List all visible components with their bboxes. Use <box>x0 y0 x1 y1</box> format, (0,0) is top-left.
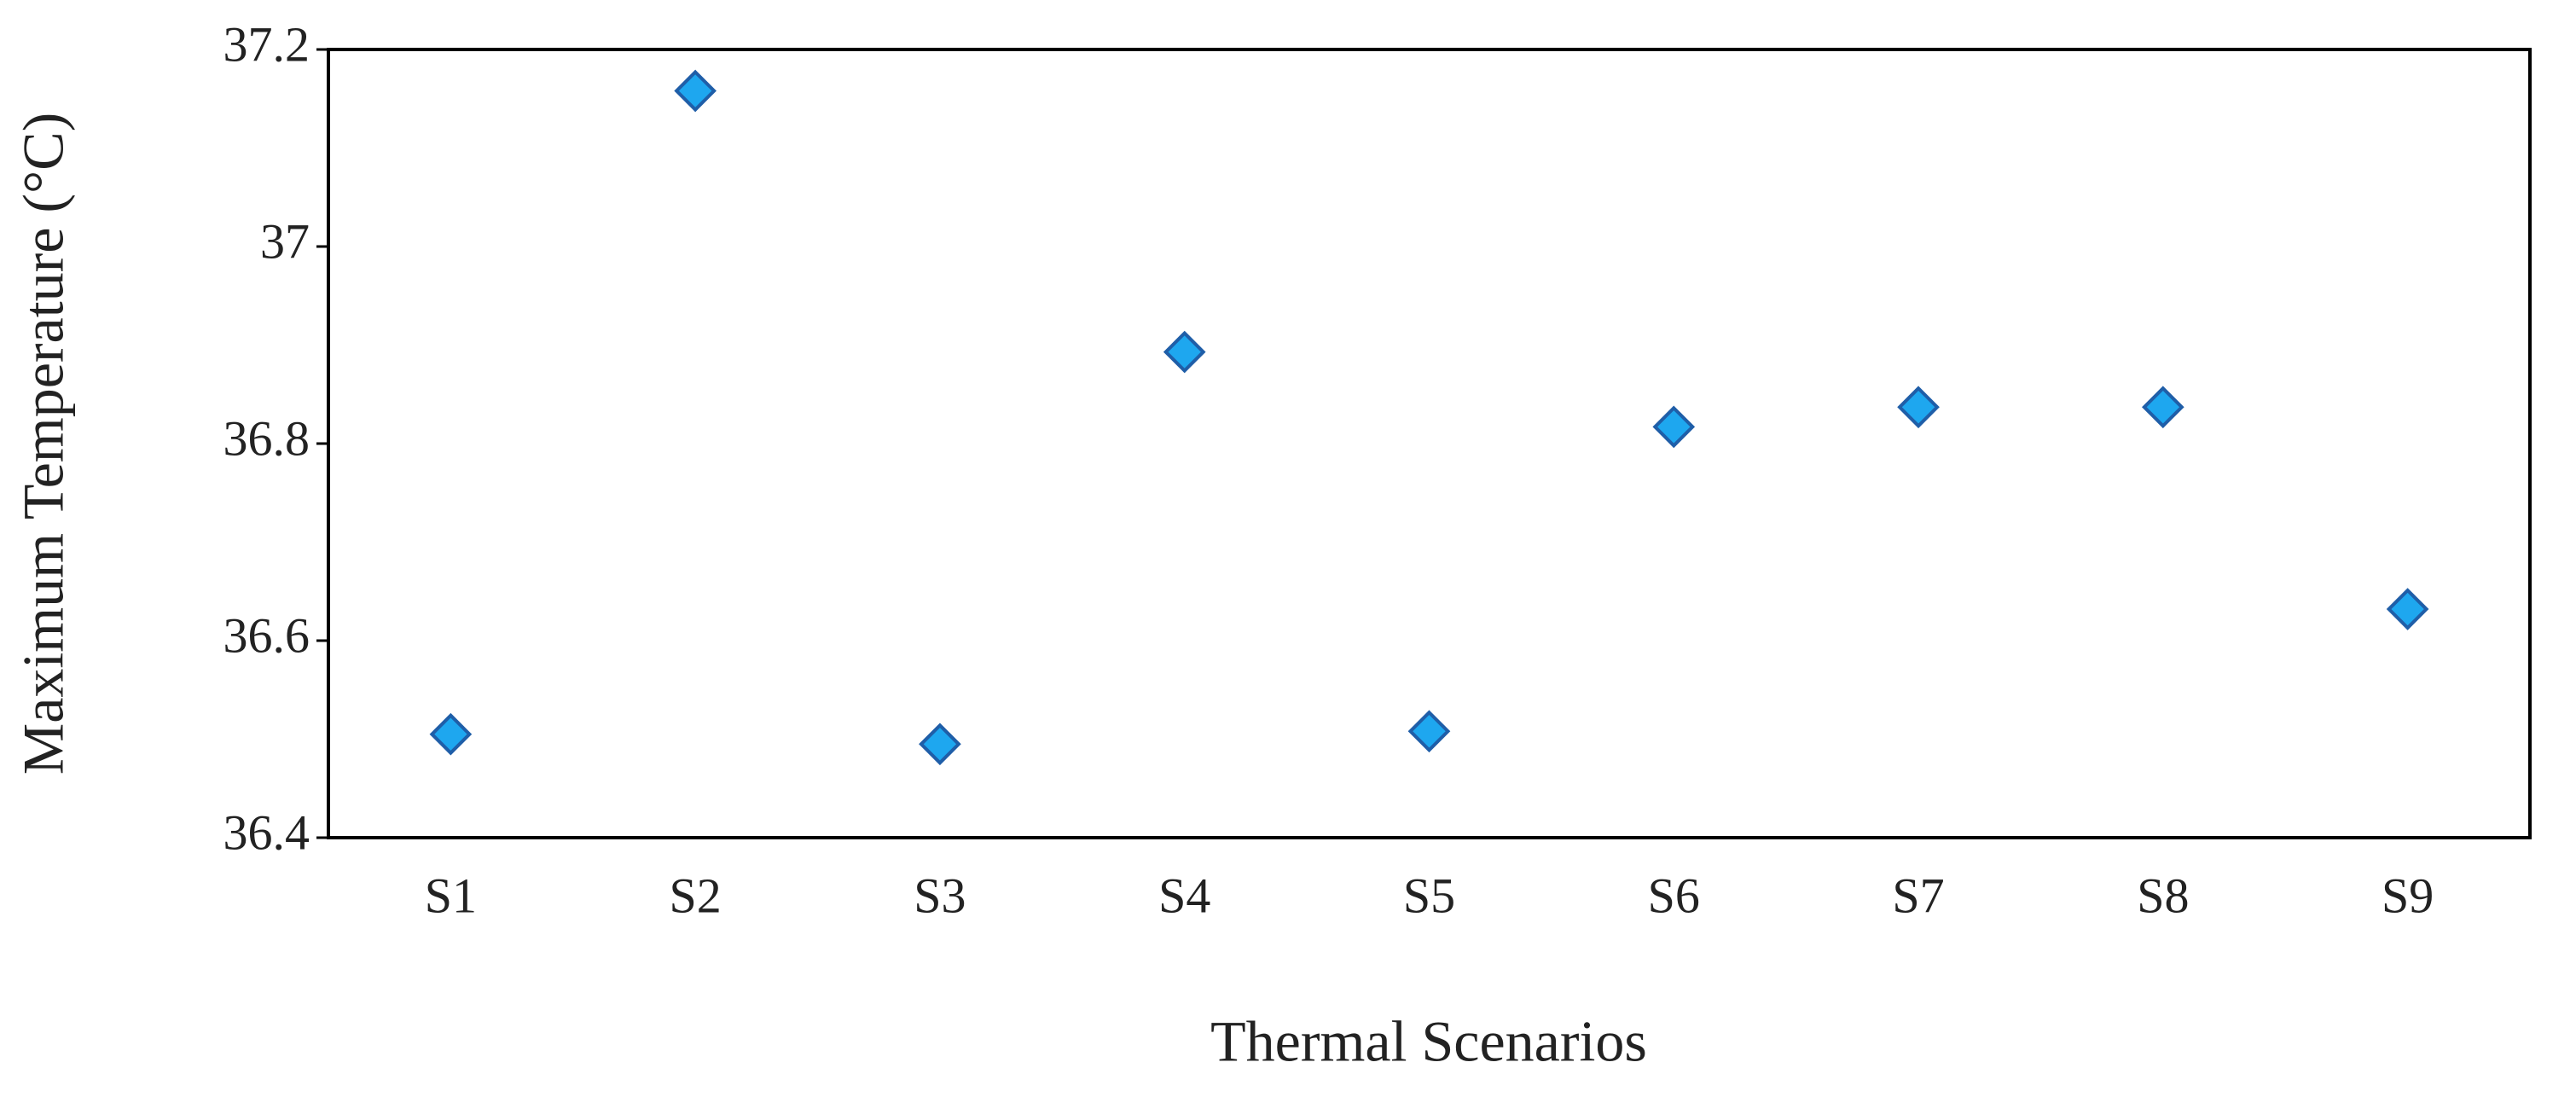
x-tick-label: S5 <box>1403 868 1455 923</box>
marker <box>2142 386 2184 429</box>
y-tick-label: 37.2 <box>223 16 310 72</box>
x-tick-label: S7 <box>1892 868 1944 923</box>
x-tick-label: S6 <box>1648 868 1700 923</box>
y-tick-label: 36.4 <box>223 804 310 860</box>
marker <box>2386 588 2429 630</box>
marker <box>919 723 961 766</box>
marker <box>429 712 473 756</box>
marker <box>674 69 717 113</box>
x-tick-label: S3 <box>914 868 966 923</box>
marker <box>1897 386 1940 429</box>
x-tick-label: S2 <box>670 868 722 923</box>
marker <box>1652 405 1696 449</box>
y-tick-label: 36.8 <box>223 410 310 466</box>
x-tick-label: S1 <box>425 868 477 923</box>
x-tick-label: S4 <box>1158 868 1210 923</box>
marker <box>1407 710 1451 753</box>
x-tick-label: S8 <box>2137 868 2189 923</box>
y-axis-title: Maximum Temperature (°C) <box>11 113 76 775</box>
y-tick-label: 36.6 <box>223 607 310 663</box>
x-axis-title: Thermal Scenarios <box>1210 1009 1647 1074</box>
x-tick-label: S9 <box>2382 868 2434 923</box>
y-tick-label: 37 <box>260 213 310 269</box>
marker <box>1163 330 1206 374</box>
